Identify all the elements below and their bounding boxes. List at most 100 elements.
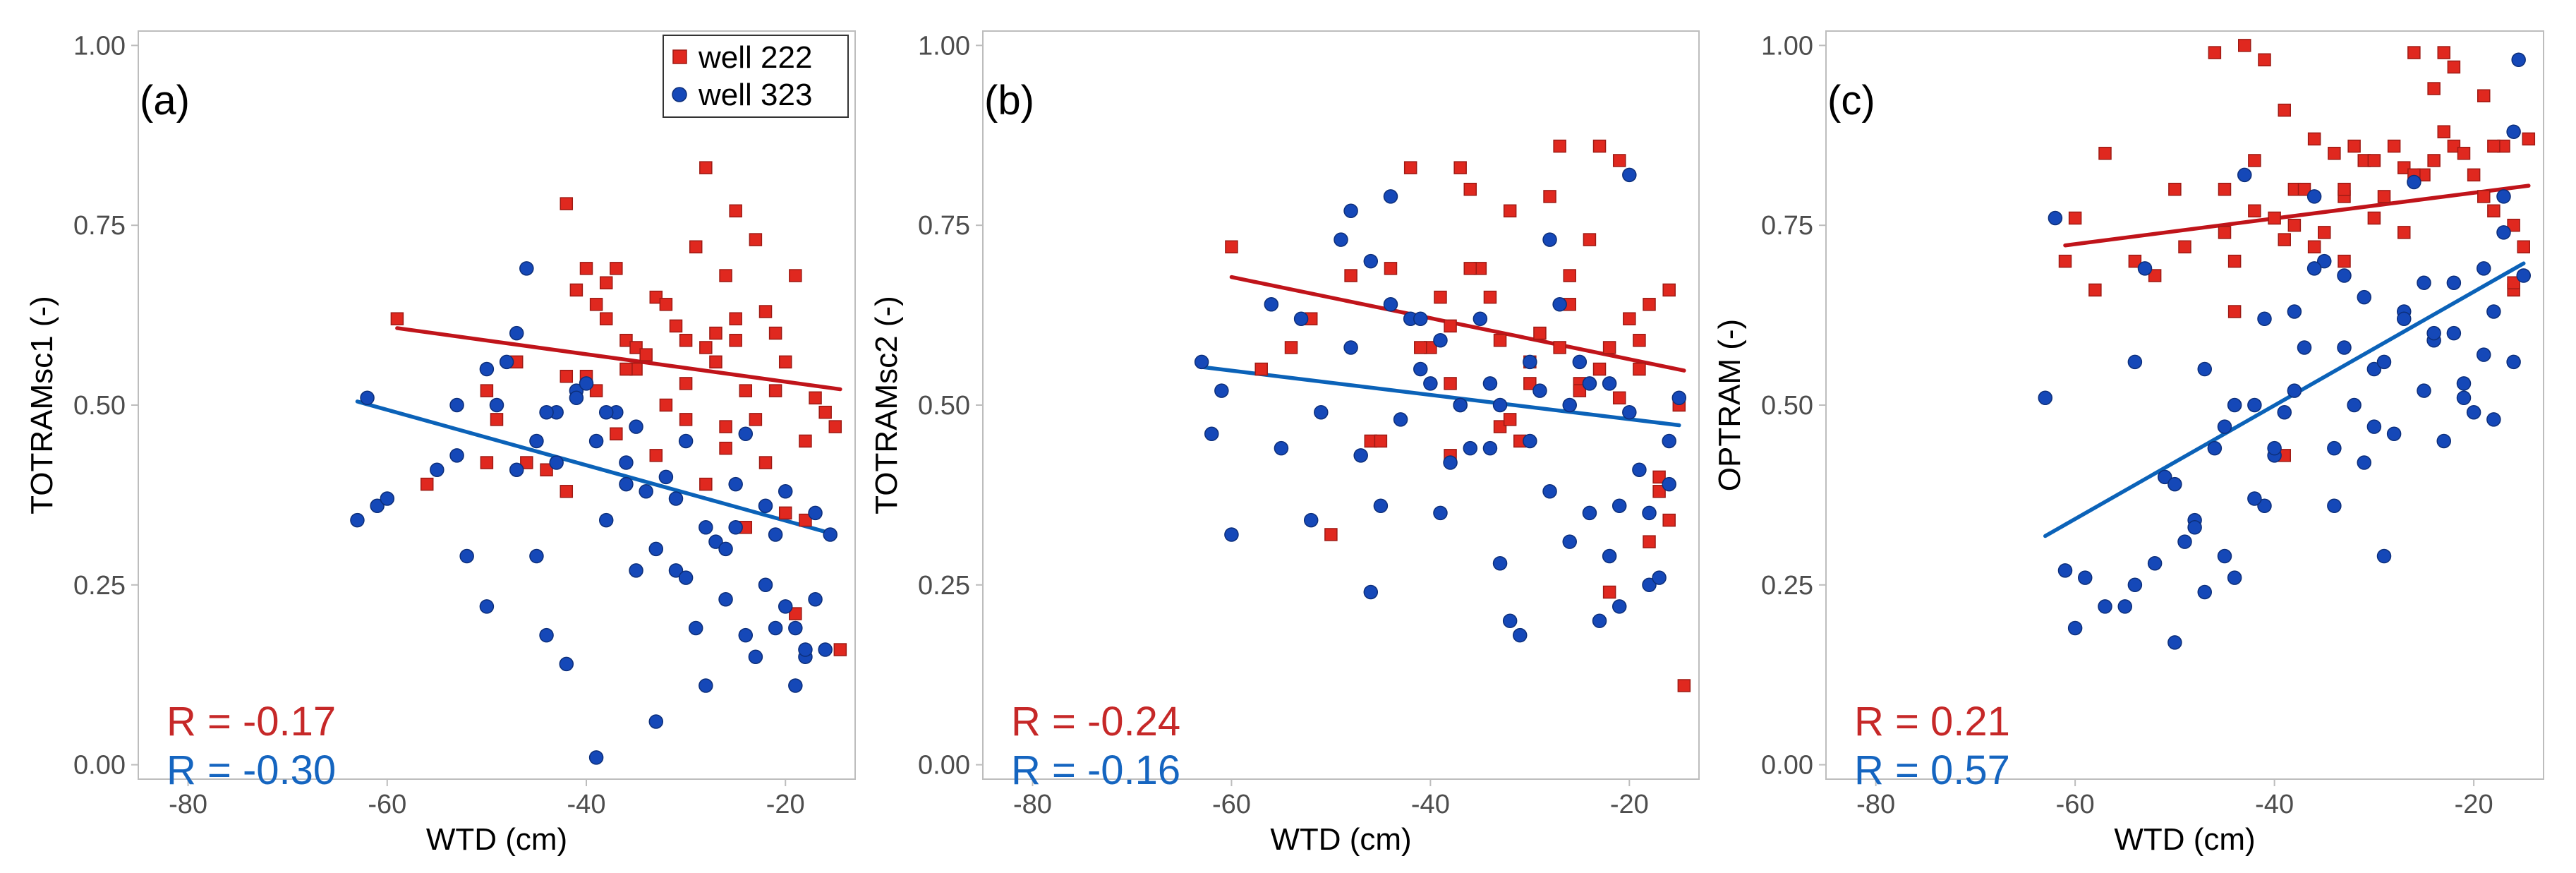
panel-c-point-well-222 (2367, 211, 2381, 225)
panel-b-point-well-323 (1443, 455, 1458, 470)
panel-c-point-well-323 (2516, 268, 2531, 283)
panel-b-point-well-323 (1334, 232, 1348, 247)
panel-a-r-well-323: R = -0.30 (167, 747, 336, 793)
panel-a-point-well-222 (828, 420, 842, 433)
panel-c-point-well-323 (2466, 404, 2481, 420)
panel-a-point-well-323 (718, 591, 733, 607)
panel-c-y-axis-title: OPTRAM (-) (1712, 319, 1747, 491)
panel-a-point-well-323 (489, 397, 504, 413)
panel-c-point-well-222 (2328, 147, 2341, 160)
panel-a-point-well-222 (789, 607, 802, 620)
panel-a-point-well-323 (380, 491, 395, 506)
panel-c-point-well-222 (2318, 226, 2331, 239)
panel-c-point-well-323 (2366, 419, 2382, 434)
panel-c-point-well-323 (2237, 167, 2252, 183)
panel-a-point-well-323 (588, 433, 604, 449)
panel-b-point-well-323 (1293, 311, 1309, 326)
panel-a-point-well-323 (668, 491, 684, 506)
panel-c-point-well-323 (2506, 354, 2521, 370)
panel-a-point-well-323 (619, 455, 634, 470)
panel-b-point-well-323 (1224, 527, 1239, 542)
panel-a-point-well-323 (529, 548, 544, 564)
panel-c-point-well-323 (2197, 361, 2212, 377)
panel-c-point-well-222 (2148, 269, 2162, 282)
panel-a-point-well-222 (729, 334, 742, 347)
panel-a-label: (a) (140, 78, 190, 124)
panel-c-point-well-323 (2038, 390, 2052, 406)
panel-a-point-well-323 (708, 534, 723, 549)
panel-c-y-tick-label: 0.00 (1761, 751, 1813, 781)
panel-a-point-well-323 (738, 426, 754, 442)
panel-b-point-well-222 (1543, 190, 1556, 203)
panel-a-point-well-222 (749, 413, 763, 426)
panel-a-point-well-323 (509, 325, 524, 341)
panel-a-point-well-323 (728, 520, 743, 535)
panel-b-point-well-323 (1642, 577, 1657, 593)
panel-b-r-well-222: R = -0.24 (1011, 699, 1180, 745)
panel-b-fit-line-well-222 (1229, 275, 1686, 373)
panel-a-point-well-323 (588, 750, 604, 765)
panel-b-y-tick-label: 1.00 (918, 31, 970, 61)
panel-a-point-well-323 (579, 376, 594, 391)
panel-b-point-well-323 (1622, 167, 1637, 183)
panel-c-point-well-222 (2457, 147, 2471, 160)
panel-b-point-well-222 (1553, 341, 1566, 354)
panel-c-point-well-323 (2287, 383, 2302, 398)
panel-b-point-well-222 (1483, 290, 1497, 304)
panel-b-label: (b) (984, 78, 1034, 124)
panel-a-point-well-323 (678, 570, 694, 585)
panel-a-point-well-222 (579, 262, 593, 275)
panel-c-point-well-323 (2297, 340, 2312, 355)
panel-a-point-well-323 (430, 462, 445, 477)
panel-a-y-tick-label: 0.50 (73, 391, 126, 421)
panel-c-point-well-222 (2307, 132, 2321, 146)
panel-a-point-well-222 (719, 441, 732, 455)
panel-a-point-well-222 (758, 305, 773, 318)
panel-a-point-well-323 (748, 649, 763, 664)
panel-a-point-well-323 (788, 620, 803, 636)
panel-c-point-well-323 (2187, 520, 2202, 535)
panel-c-point-well-323 (2117, 599, 2132, 614)
panel-b-point-well-323 (1671, 390, 1687, 406)
panel-b-point-well-222 (1553, 139, 1566, 153)
panel-b-point-well-323 (1502, 613, 1518, 629)
panel-b-point-well-323 (1513, 627, 1528, 643)
panel-a-y-tick-label: 0.25 (73, 571, 126, 601)
panel-b-point-well-323 (1463, 440, 1478, 456)
panel-c-point-well-222 (2447, 139, 2461, 153)
panel-a-point-well-323 (798, 642, 813, 657)
panel-c-point-well-222 (2088, 283, 2102, 297)
panel-b-point-well-323 (1552, 297, 1567, 312)
panel-a-point-well-222 (619, 334, 633, 347)
panel-c-point-well-222 (2128, 254, 2142, 268)
panel-a-y-axis-title: TOTRAMsc1 (-) (25, 296, 59, 514)
panel-b-point-well-323 (1662, 476, 1676, 492)
legend: well 222 well 323 (663, 35, 849, 118)
panel-a-regression-lines (355, 326, 842, 536)
panel-c-point-well-323 (2167, 635, 2182, 650)
panel-a-point-well-323 (459, 548, 474, 564)
panel-c-point-well-222 (2517, 240, 2530, 254)
panel-c-point-well-323 (2217, 548, 2232, 564)
panel-c-r-well-222: R = 0.21 (1854, 699, 2010, 745)
panel-b-point-well-222 (1324, 528, 1338, 541)
panel-a-point-well-323 (539, 627, 554, 643)
panel-c-point-well-323 (2287, 304, 2302, 319)
panel-c-point-well-323 (2257, 311, 2272, 326)
panel-c-point-well-222 (2278, 103, 2291, 117)
panel-c-point-well-222 (2437, 125, 2450, 138)
panel-c-point-well-323 (2267, 440, 2282, 456)
panel-c-point-well-222 (2068, 211, 2082, 225)
panel-c-point-well-222 (2487, 139, 2501, 153)
panel-b-point-well-222 (1225, 240, 1238, 254)
panel-b-point-well-323 (1523, 354, 1537, 370)
panel-a-point-well-222 (560, 369, 574, 383)
panel-c-x-axis-title: WTD (cm) (2114, 822, 2255, 857)
panel-b-point-well-323 (1433, 333, 1448, 348)
panel-a-point-well-323 (738, 627, 754, 643)
panel-b-point-well-222 (1633, 362, 1646, 376)
panel-a-point-well-222 (699, 477, 713, 491)
panel-a-point-well-323 (499, 354, 514, 370)
panel-c-point-well-222 (2278, 233, 2291, 246)
panel-c-point-well-323 (2486, 304, 2501, 319)
